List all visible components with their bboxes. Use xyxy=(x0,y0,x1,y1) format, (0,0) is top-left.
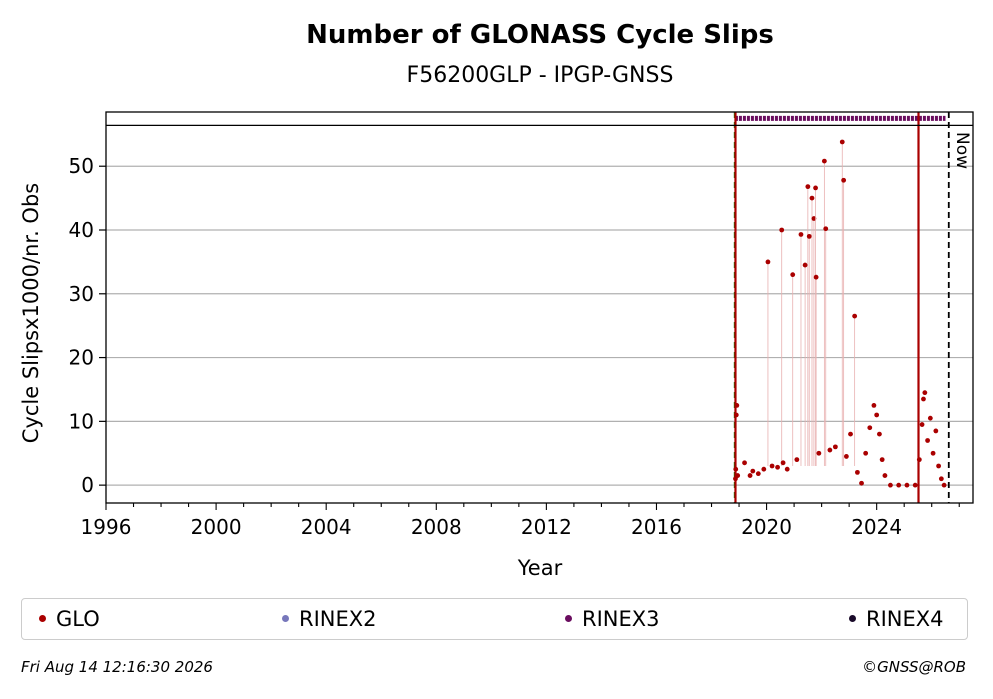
legend-marker-rinex4 xyxy=(849,614,856,622)
data-point-glo xyxy=(813,185,818,191)
legend-marker-rinex3 xyxy=(565,614,572,622)
data-point-glo xyxy=(790,272,796,278)
x-tick-label: 2004 xyxy=(301,515,352,539)
y-tick-label: 20 xyxy=(69,346,94,370)
now-label: Now xyxy=(952,132,972,169)
x-tick-label: 1996 xyxy=(81,515,132,539)
x-tick-label: 2008 xyxy=(411,515,462,539)
data-point-glo xyxy=(863,450,869,456)
data-point-glo xyxy=(930,450,936,456)
legend-label-glo: GLO xyxy=(56,607,100,631)
timestamp: Fri Aug 14 12:16:30 2026 xyxy=(21,658,213,676)
data-point-glo xyxy=(841,177,847,183)
data-point-glo xyxy=(780,460,786,466)
data-point-glo xyxy=(896,482,902,488)
x-tick-label: 2020 xyxy=(741,515,792,539)
data-point-glo xyxy=(832,444,838,450)
data-point-glo xyxy=(855,469,860,475)
legend: GLO RINEX2 RINEX3 RINEX4 xyxy=(21,598,968,640)
data-point-glo xyxy=(888,482,893,488)
data-point-glo xyxy=(733,466,739,472)
data-point-glo xyxy=(852,313,858,319)
data-point-glo xyxy=(927,415,933,421)
data-point-glo xyxy=(941,482,947,488)
data-point-glo xyxy=(733,412,739,418)
data-point-glo xyxy=(779,227,785,233)
data-point-glo xyxy=(877,431,882,437)
axes: 0 10 20 30 40 50 1996 2000 2004 2008 2012 2016 2020 2… xyxy=(69,111,974,539)
data-point-glo xyxy=(871,403,877,408)
data-point-glo xyxy=(765,259,771,265)
legend-label-rinex2: RINEX2 xyxy=(299,607,377,631)
grid-lines xyxy=(106,165,973,486)
chart-figure: Number of GLONASS Cycle Slips F56200GLP … xyxy=(19,20,974,580)
data-point-glo xyxy=(874,412,880,418)
y-tick-label: 30 xyxy=(69,282,94,306)
y-tick-label: 50 xyxy=(69,154,94,178)
data-point-glo xyxy=(919,422,925,427)
data-point-glo xyxy=(916,457,922,463)
data-point-glo xyxy=(809,195,815,201)
data-point-glo xyxy=(794,457,800,463)
data-point-glo xyxy=(784,466,790,472)
data-point-glo xyxy=(805,184,811,190)
data-point-glo xyxy=(735,473,741,478)
data-point-glo xyxy=(843,454,849,459)
x-tick-label: 2024 xyxy=(851,515,902,539)
legend-item-rinex3: RINEX3 xyxy=(565,608,660,630)
data-point-glo xyxy=(925,438,930,443)
legend-label-rinex4: RINEX4 xyxy=(866,607,944,631)
data-point-glo xyxy=(938,476,944,482)
data-point-glo xyxy=(806,233,812,239)
credit: ©GNSS@ROB xyxy=(862,658,966,676)
x-tick-label: 2000 xyxy=(191,515,242,539)
plot-frame xyxy=(105,111,974,504)
legend-item-rinex2: RINEX2 xyxy=(282,608,377,630)
data-point-glo xyxy=(750,468,756,474)
data-marks: Now xyxy=(733,112,972,503)
data-point-glo xyxy=(879,457,885,463)
data-point-glo xyxy=(802,262,808,268)
data-point-glo xyxy=(775,464,780,470)
legend-item-glo: GLO xyxy=(39,608,100,630)
data-point-glo xyxy=(813,274,819,280)
legend-marker-rinex2 xyxy=(282,614,289,622)
data-point-glo xyxy=(904,482,910,488)
data-point-glo xyxy=(742,460,747,466)
y-axis-label: Cycle Slipsx1000/nr. Obs xyxy=(19,183,43,443)
data-point-glo xyxy=(734,403,740,408)
x-axis-label: Year xyxy=(517,556,563,580)
y-tick-label: 40 xyxy=(69,218,94,242)
data-point-glo xyxy=(936,463,941,469)
y-tick-label: 0 xyxy=(81,473,94,497)
data-point-glo xyxy=(848,431,853,437)
legend-label-rinex3: RINEX3 xyxy=(582,607,660,631)
data-point-glo xyxy=(912,482,918,488)
data-point-glo xyxy=(823,226,829,232)
data-point-glo xyxy=(755,471,761,477)
data-point-glo xyxy=(816,450,822,456)
x-tick-label: 2012 xyxy=(521,515,572,539)
chart-title: Number of GLONASS Cycle Slips xyxy=(306,20,774,50)
data-point-glo xyxy=(769,463,775,469)
y-tick-label: 10 xyxy=(69,409,94,433)
data-point-glo xyxy=(933,428,939,434)
data-point-glo xyxy=(761,466,767,472)
data-point-glo xyxy=(921,396,926,402)
data-point-glo xyxy=(859,480,864,486)
data-point-glo xyxy=(811,216,817,221)
legend-marker-glo xyxy=(39,614,46,622)
data-point-glo xyxy=(827,447,833,453)
data-point-glo xyxy=(839,139,845,145)
data-point-glo xyxy=(821,158,827,164)
legend-item-rinex4: RINEX4 xyxy=(849,608,944,630)
data-point-glo xyxy=(922,390,928,396)
data-point-glo xyxy=(882,473,888,478)
data-point-glo xyxy=(867,425,873,431)
x-tick-label: 2016 xyxy=(631,515,682,539)
chart-subtitle: F56200GLP - IPGP-GNSS xyxy=(407,63,674,88)
data-point-glo xyxy=(798,232,804,237)
data-point-glo xyxy=(747,473,753,478)
